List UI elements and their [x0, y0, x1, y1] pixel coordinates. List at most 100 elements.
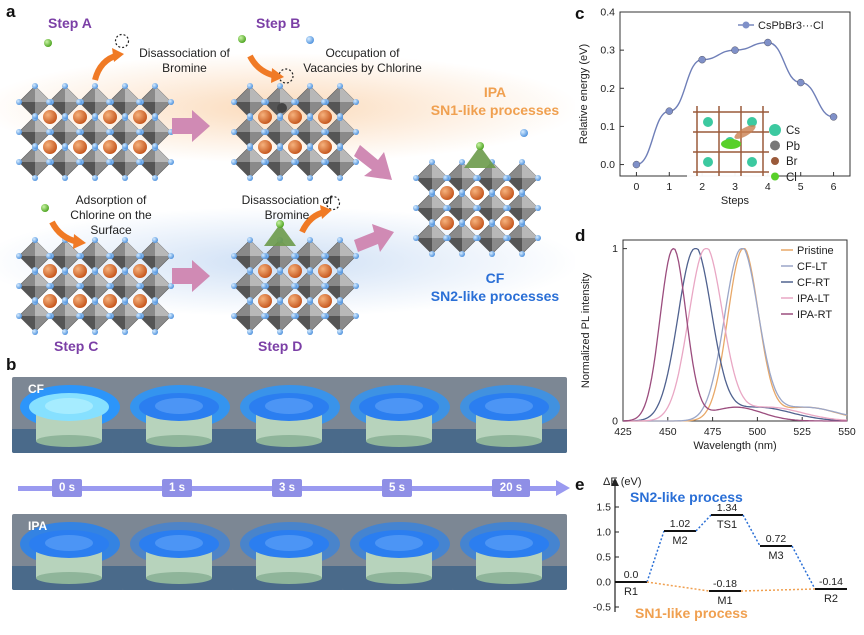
x-tick-label: 3	[732, 181, 738, 193]
state-label: R2	[824, 593, 838, 605]
br-atom	[321, 99, 327, 105]
br-atom	[307, 297, 313, 303]
br-atom	[337, 143, 343, 149]
sample-photo	[12, 514, 127, 590]
state-label: M3	[768, 550, 783, 562]
br-atom	[337, 297, 343, 303]
cs-atom	[440, 216, 454, 230]
step-b-note: Occupation of Vacancies by Chlorine	[303, 46, 422, 75]
sample-photo	[12, 377, 127, 453]
x-axis-label: Steps	[721, 195, 750, 207]
sample-photo	[342, 514, 457, 590]
br-atom	[16, 129, 22, 135]
cf-process: SN2-like processes	[430, 288, 560, 304]
br-atom	[321, 253, 327, 259]
row-cf-label: CF	[28, 382, 44, 396]
step-d-label: Step D	[258, 338, 303, 354]
y-tick-label: -0.5	[593, 602, 611, 614]
br-atom	[459, 251, 465, 257]
legend-label: Pristine	[797, 245, 834, 257]
br-atom	[535, 235, 541, 241]
cs-atom	[133, 294, 147, 308]
br-atom	[277, 143, 283, 149]
br-atom	[413, 205, 419, 211]
br-atom	[321, 159, 327, 165]
br-atom	[16, 159, 22, 165]
legend-dot	[770, 140, 780, 151]
br-atom	[519, 251, 525, 257]
y-axis-label: Normalized PL intensity	[580, 272, 592, 388]
br-atom	[32, 267, 38, 273]
br-atom	[122, 175, 128, 181]
br-atom	[535, 205, 541, 211]
br-atom	[168, 159, 174, 165]
br-atom	[106, 99, 112, 105]
br-atom	[168, 99, 174, 105]
y-tick-label: 0.2	[600, 83, 615, 95]
data-point	[698, 55, 706, 64]
br-atom	[46, 253, 52, 259]
br-atom	[307, 175, 313, 181]
br-atom	[429, 189, 435, 195]
cl-atom	[721, 139, 741, 149]
br-atom	[489, 251, 495, 257]
time-label: 3 s	[272, 479, 302, 497]
br-atom	[291, 283, 297, 289]
br-atom	[307, 329, 313, 335]
cs-atom	[440, 186, 454, 200]
pl-curve	[623, 247, 848, 422]
pink-arrow-3	[354, 145, 392, 180]
x-tick-label: 525	[793, 426, 811, 438]
cs-atom	[73, 294, 87, 308]
br-atom	[62, 143, 68, 149]
br-atom	[122, 297, 128, 303]
br-atom	[152, 297, 158, 303]
br-atom	[46, 99, 52, 105]
br-atom	[247, 297, 253, 303]
br-atom	[353, 159, 359, 165]
step-d-note: Disassociation of Bromine	[241, 193, 333, 222]
data-point	[829, 113, 838, 121]
br-atom	[459, 189, 465, 195]
br-atom	[106, 283, 112, 289]
br-atom	[277, 297, 283, 303]
cs-atom	[133, 264, 147, 278]
br-atom	[136, 283, 142, 289]
connector	[695, 514, 712, 532]
br-atom	[291, 129, 297, 135]
br-atom	[307, 83, 313, 89]
br-atom	[122, 143, 128, 149]
x-tick-label: 1	[666, 181, 672, 193]
time-label: 20 s	[492, 479, 530, 497]
x-tick-label: 5	[798, 181, 804, 193]
br-atom	[413, 175, 419, 181]
br-atom	[277, 175, 283, 181]
br-atom	[62, 83, 68, 89]
br-atom	[106, 253, 112, 259]
value-label: 0.0	[624, 569, 639, 581]
br-atom	[106, 129, 112, 135]
inset-legend: Cs Pb Br Cl	[786, 124, 800, 186]
br-atom	[321, 129, 327, 135]
br-atom	[353, 253, 359, 259]
cs-atom	[133, 140, 147, 154]
step-a-note: Disassociation of Bromine	[139, 46, 230, 75]
cs-atom	[318, 140, 332, 154]
perovskite-lattice	[16, 237, 174, 335]
br-atom	[92, 237, 98, 243]
br-atom	[519, 159, 525, 165]
panel-a-illustration	[0, 33, 575, 335]
br-atom	[321, 313, 327, 319]
x-tick-label: 475	[704, 426, 722, 438]
br-atom	[489, 189, 495, 195]
y-tick-label: 1.5	[596, 502, 611, 514]
legend-cs: Cs	[786, 125, 801, 137]
br-atom	[247, 267, 253, 273]
cs-atom	[500, 216, 514, 230]
br-atom	[152, 267, 158, 273]
br-atom	[231, 99, 237, 105]
sample-photo	[452, 377, 567, 453]
br-atom	[261, 283, 267, 289]
br-atom	[92, 83, 98, 89]
sn1-label: SN1-like process	[635, 605, 748, 621]
